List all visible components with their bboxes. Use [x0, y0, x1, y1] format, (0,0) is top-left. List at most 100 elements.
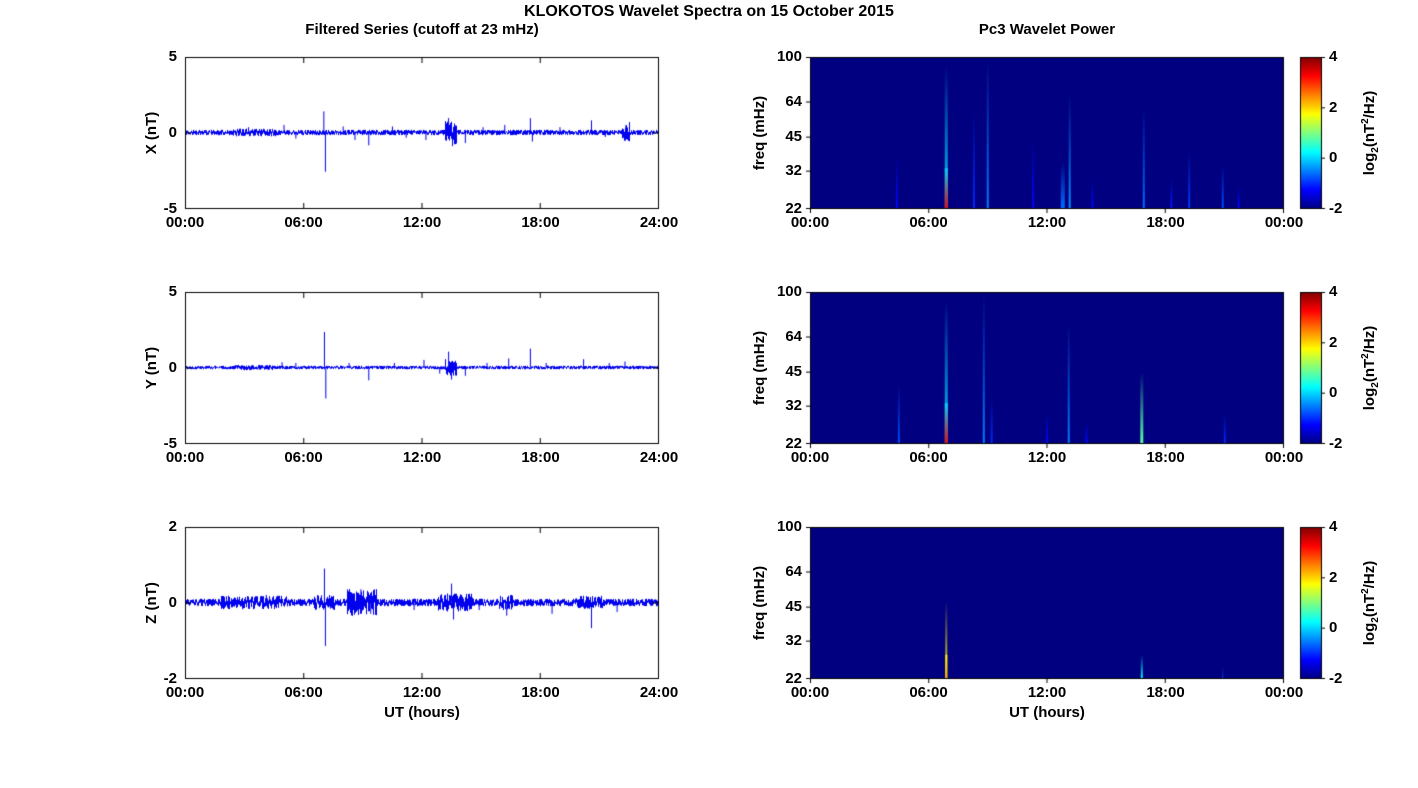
colorbar-tick-label: -2 [1329, 670, 1343, 687]
x-tick-label: 12:00 [402, 214, 442, 231]
y-tick-label: -5 [163, 435, 177, 452]
colorbar-label-part: log [1361, 152, 1378, 176]
freq-tick-label: 100 [776, 283, 802, 300]
freq-tick-label: 22 [785, 435, 802, 452]
colorbar-tick-label: 4 [1329, 518, 1338, 535]
x-tick-label: 00:00 [1264, 449, 1304, 466]
x-tick-label: 18:00 [1146, 449, 1185, 466]
x-tick-label: 00:00 [165, 449, 205, 466]
x-tick-label: 06:00 [284, 684, 323, 701]
x-tick-label: 18:00 [521, 449, 560, 466]
colorbar-label-part: /Hz) [1361, 325, 1378, 354]
freq-tick-label: 32 [785, 162, 802, 180]
colorbar-tick-label: 4 [1329, 283, 1338, 300]
x-tick-label: 00:00 [165, 214, 205, 231]
x-tick-label: 06:00 [909, 449, 948, 466]
y-filtered-series-plot [179, 286, 665, 450]
x-tick-label: 24:00 [639, 684, 679, 701]
colorbar-label-part: 2 [1360, 588, 1371, 594]
colorbar-tick-label: 2 [1329, 98, 1338, 116]
freq-axis-label: freq (mHz) [751, 565, 768, 641]
freq-axis-label: freq (mHz) [751, 330, 768, 406]
colorbar-label-part: 2 [1370, 382, 1381, 388]
colorbar-tick-label: 2 [1329, 568, 1338, 586]
x-tick-label: 18:00 [521, 684, 560, 701]
x-tick-label: 18:00 [1146, 684, 1185, 701]
x-tick-label: 18:00 [521, 214, 560, 231]
figure-title: KLOKOTOS Wavelet Spectra on 15 October 2… [524, 3, 894, 20]
y-tick-label: -2 [163, 670, 177, 687]
x-tick-label: 00:00 [1264, 684, 1304, 701]
colorbar-label-part: /Hz) [1361, 90, 1378, 119]
freq-tick-label: 64 [785, 92, 802, 110]
colorbar-tick-label: -2 [1329, 200, 1343, 217]
colorbar-tick-label: 0 [1329, 149, 1338, 167]
y-tick-label: 0 [168, 359, 177, 376]
colorbar-label-part: 2 [1370, 617, 1381, 623]
x-tick-label: 18:00 [1146, 214, 1185, 231]
y-tick-label: 5 [168, 283, 177, 300]
x-tick-label: 06:00 [284, 214, 323, 231]
freq-tick-label: 45 [785, 128, 802, 146]
x-filtered-series-plot [179, 51, 665, 215]
z-pc3-wavelet-power-spectrogram [804, 521, 1290, 685]
freq-tick-label: 45 [785, 363, 802, 381]
colorbar-label-part: (nT [1361, 123, 1378, 148]
y-pc3-wavelet-power-spectrogram [804, 286, 1290, 450]
x-tick-label: 12:00 [1027, 214, 1067, 231]
colorbar-label-part: (nT [1361, 593, 1378, 618]
freq-tick-label: 64 [785, 562, 802, 580]
x-tick-label: 12:00 [402, 449, 442, 466]
colorbar-label-part: (nT [1361, 358, 1378, 383]
colorbar-axis-label: log2(nT2/Hz) [1356, 288, 1381, 448]
freq-tick-label: 45 [785, 598, 802, 616]
z-filtered-series-plot [179, 521, 665, 685]
y-tick-label: 0 [168, 594, 177, 611]
colorbar-label-part: /Hz) [1361, 560, 1378, 589]
x-tick-label: 12:00 [402, 684, 442, 701]
x-tick-label: 00:00 [790, 214, 830, 231]
colorbar-label-part: 2 [1360, 353, 1371, 359]
left-xaxis-label: UT (hours) [384, 704, 460, 721]
x-tick-label: 12:00 [1027, 684, 1067, 701]
x-pc3-wavelet-power-spectrogram [804, 51, 1290, 215]
freq-tick-label: 100 [776, 518, 802, 535]
x-tick-label: 24:00 [639, 449, 679, 466]
y-tick-label: -5 [163, 200, 177, 217]
freq-tick-label: 22 [785, 670, 802, 687]
x-tick-label: 06:00 [909, 214, 948, 231]
right-xaxis-label: UT (hours) [1009, 704, 1085, 721]
x-tick-label: 00:00 [165, 684, 205, 701]
x-tick-label: 24:00 [639, 214, 679, 231]
x-tick-label: 00:00 [790, 684, 830, 701]
y-axis-label: X (nT) [143, 111, 160, 155]
x-tick-label: 00:00 [790, 449, 830, 466]
colorbar-tick-label: 4 [1329, 48, 1338, 65]
x-tick-label: 06:00 [284, 449, 323, 466]
y-tick-label: 2 [168, 518, 177, 535]
freq-tick-label: 100 [776, 48, 802, 65]
colorbar-axis-label: log2(nT2/Hz) [1356, 523, 1381, 683]
x-tick-label: 06:00 [909, 684, 948, 701]
freq-axis-label: freq (mHz) [751, 95, 768, 171]
colorbar [1294, 521, 1332, 685]
y-axis-label: Z (nT) [143, 582, 160, 624]
colorbar-tick-label: -2 [1329, 435, 1343, 452]
freq-tick-label: 22 [785, 200, 802, 217]
colorbar-axis-label: log2(nT2/Hz) [1356, 53, 1381, 213]
y-tick-label: 0 [168, 124, 177, 141]
freq-tick-label: 64 [785, 327, 802, 345]
colorbar-tick-label: 2 [1329, 333, 1338, 351]
y-tick-label: 5 [168, 48, 177, 65]
colorbar-tick-label: 0 [1329, 619, 1338, 637]
colorbar-label-part: 2 [1370, 147, 1381, 153]
x-tick-label: 12:00 [1027, 449, 1067, 466]
freq-tick-label: 32 [785, 632, 802, 650]
colorbar [1294, 286, 1332, 450]
colorbar-label-part: 2 [1360, 118, 1371, 124]
colorbar-tick-label: 0 [1329, 384, 1338, 402]
right-column-title: Pc3 Wavelet Power [978, 21, 1116, 38]
colorbar [1294, 51, 1332, 215]
left-column-title: Filtered Series (cutoff at 23 mHz) [305, 21, 539, 38]
